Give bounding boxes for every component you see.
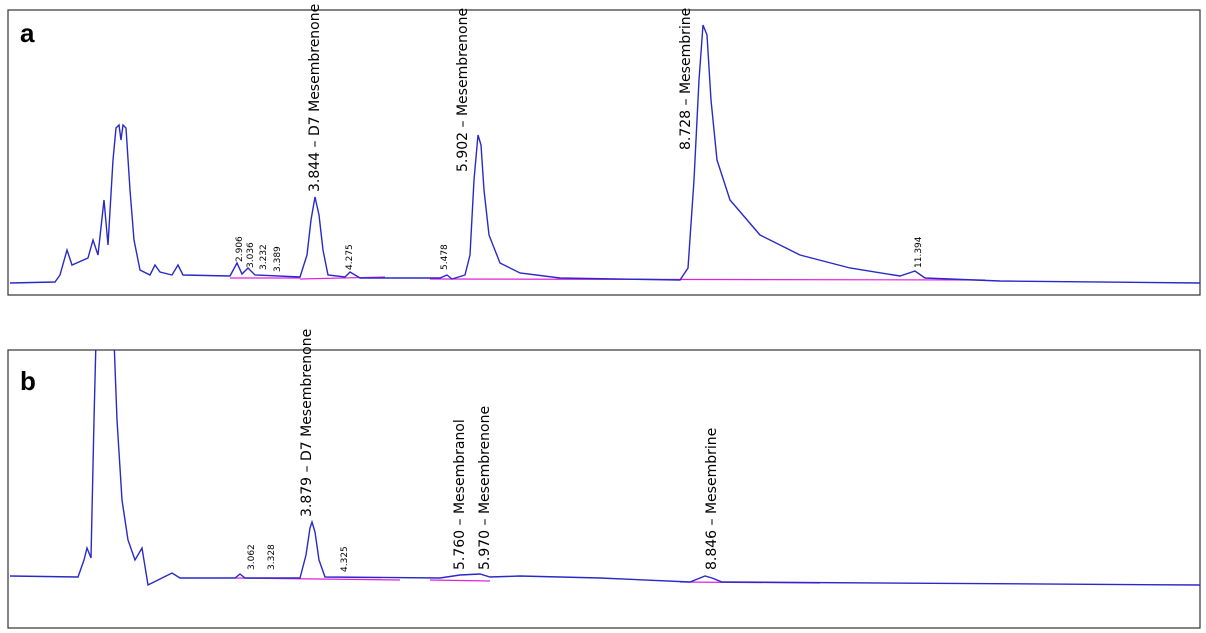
peak-label: 3.062: [247, 544, 257, 570]
peak-label: 8.728 – Mesembrine: [678, 8, 694, 150]
peak-label: 3.232: [259, 244, 269, 270]
peak-label: 5.760 – Mesembranol: [452, 419, 468, 570]
peak-label: 5.902 – Mesembrenone: [455, 8, 471, 172]
panel-label: a: [20, 18, 35, 48]
panel-b: b 3.062 3.328 3.879 – D7 Mesembrenone 4.…: [7, 329, 1201, 629]
panel-frame: [7, 349, 1201, 629]
peak-label: 11.394: [914, 236, 924, 268]
peak-label: 4.325: [340, 546, 350, 572]
peak-label: 2.906: [235, 236, 245, 262]
peak-label: 3.844 – D7 Mesembrenone: [307, 4, 323, 192]
panel-label: b: [20, 366, 36, 396]
peak-label: 3.389: [273, 246, 283, 272]
peak-label: 4.275: [345, 244, 355, 270]
peak-label: 3.036: [246, 242, 256, 268]
panel-a: a 2.906 3.036 3.232 3.389 3.844 – D7 Mes…: [7, 4, 1201, 296]
peak-label: 5.970 – Mesembrenone: [477, 406, 493, 570]
peak-label: 3.328: [267, 544, 277, 570]
peak-label: 8.846 – Mesembrine: [704, 428, 720, 570]
panel-frame: [7, 9, 1201, 296]
trace: [9, 350, 1200, 587]
peak-label: 5.478: [440, 244, 450, 270]
trace: [9, 24, 1200, 284]
peak-label: 3.879 – D7 Mesembrenone: [299, 329, 315, 517]
